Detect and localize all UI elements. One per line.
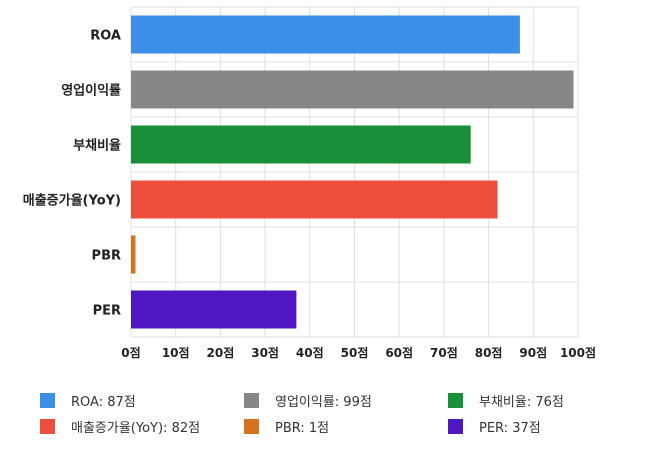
bar — [131, 235, 136, 274]
legend-swatch — [40, 393, 55, 408]
legend-label: 부채비율: 76점 — [479, 395, 564, 410]
grid-lines — [130, 6, 579, 338]
category-label: 영업이익률 — [61, 83, 121, 99]
legend-label: ROA: 87점 — [71, 395, 136, 410]
category-label: 매출증가율(YoY) — [23, 193, 121, 209]
bar — [131, 125, 471, 164]
legend-label: 매출증가율(YoY): 82점 — [71, 421, 200, 436]
x-tick-label: 90점 — [519, 345, 547, 360]
bar — [131, 15, 520, 54]
legend-swatch — [244, 419, 259, 434]
x-tick-label: 70점 — [430, 345, 458, 360]
x-tick-label: 0점 — [121, 345, 140, 360]
x-tick-label: 50점 — [341, 345, 369, 360]
category-label: ROA — [90, 29, 121, 44]
bar — [131, 70, 574, 109]
x-tick-label: 40점 — [296, 345, 324, 360]
legend-swatch — [448, 393, 463, 408]
legend-label: PER: 37점 — [479, 421, 541, 436]
legend-label: 영업이익률: 99점 — [275, 395, 372, 410]
legend-swatch — [448, 419, 463, 434]
bars — [131, 15, 574, 329]
x-tick-label: 100점 — [560, 345, 596, 360]
legend-swatch — [244, 393, 259, 408]
x-tick-label: 20점 — [207, 345, 235, 360]
x-tick-label: 60점 — [385, 345, 413, 360]
x-tick-label: 30점 — [251, 345, 279, 360]
legend-swatch — [40, 419, 55, 434]
category-label: 부채비율 — [73, 138, 121, 154]
category-label: PBR — [92, 249, 121, 264]
x-tick-label: 10점 — [162, 345, 190, 360]
x-tick-labels: 0점 10점 20점 30점 40점 50점 60점 70점 80점 90점 100점 — [121, 345, 596, 360]
bar — [131, 290, 297, 329]
bar — [131, 180, 498, 219]
legend-label: PBR: 1점 — [275, 421, 329, 436]
x-tick-label: 80점 — [475, 345, 503, 360]
category-label: PER — [93, 304, 121, 319]
